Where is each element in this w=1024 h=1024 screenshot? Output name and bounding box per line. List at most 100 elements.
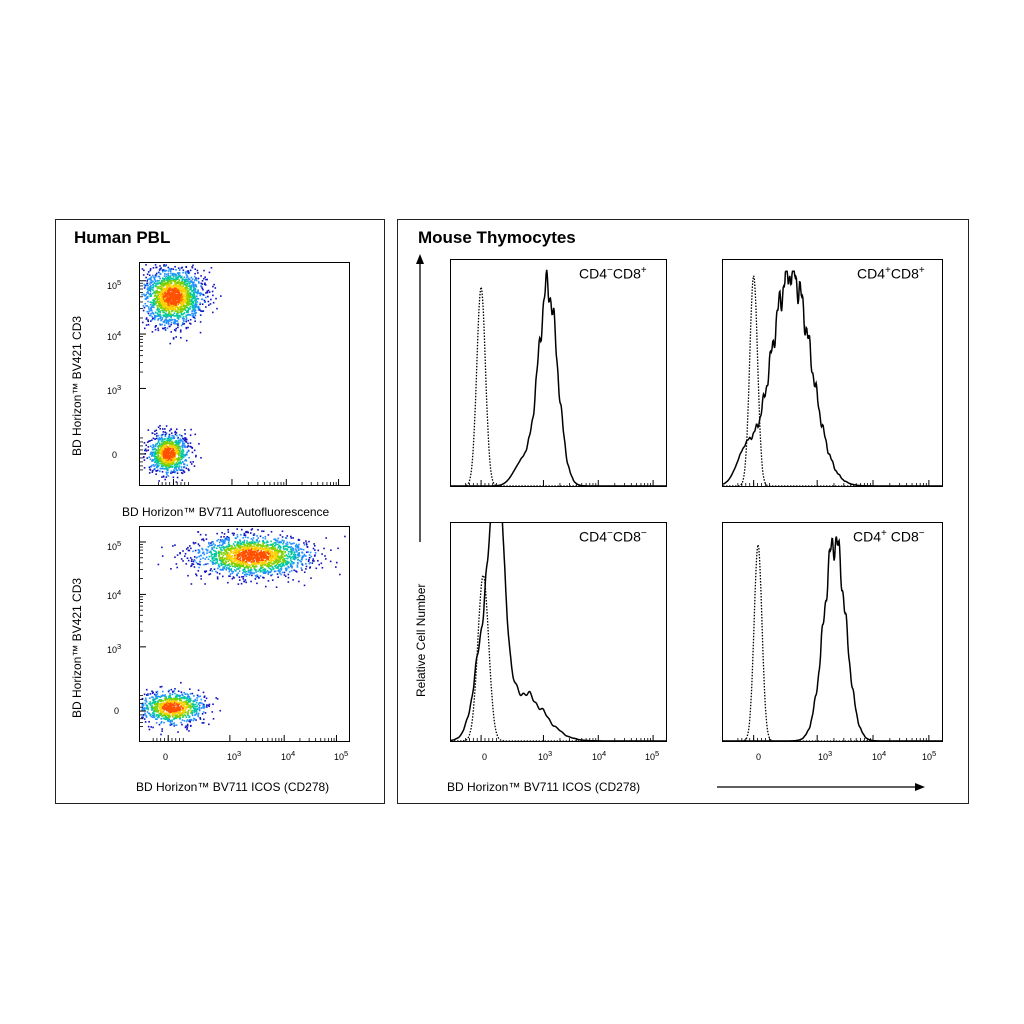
scatter-point: [221, 558, 223, 560]
scatter-point: [180, 452, 182, 455]
scatter-point: [167, 699, 170, 701]
scatter-point: [274, 561, 277, 563]
scatter-point: [181, 290, 183, 292]
scatter-point: [176, 311, 179, 314]
scatter-point: [169, 306, 172, 309]
scatter-point: [160, 292, 163, 295]
scatter-point: [224, 557, 226, 560]
scatter-point: [196, 694, 199, 697]
scatter-point: [169, 270, 172, 273]
scatter-point: [179, 311, 182, 313]
scatter-point: [273, 542, 276, 544]
scatter-point: [295, 570, 297, 572]
scatter-point: [216, 562, 218, 564]
scatter-point: [179, 695, 181, 698]
scatter-point: [227, 543, 230, 546]
scatter-point: [305, 540, 307, 542]
scatter-point: [189, 314, 192, 316]
scatter-point: [147, 312, 150, 315]
scatter-point: [245, 555, 247, 558]
scatter-point: [161, 695, 163, 697]
scatter-point: [141, 698, 144, 700]
scatter-point: [165, 285, 168, 287]
scatter-point: [198, 704, 201, 707]
scatter-point: [150, 307, 152, 310]
scatter-point: [149, 440, 151, 442]
scatter-point: [162, 448, 164, 450]
scatter-point: [184, 703, 186, 705]
scatter-point: [174, 321, 177, 323]
scatter-point: [152, 313, 155, 315]
scatter-point: [154, 455, 157, 458]
scatter-point: [249, 572, 252, 575]
scatter-point: [159, 314, 162, 317]
scatter-point: [179, 698, 182, 701]
scatter-point: [315, 567, 318, 570]
scatter-point: [161, 462, 163, 465]
scatter-point: [182, 296, 185, 298]
scatter-point: [166, 439, 168, 442]
scatter-point: [256, 560, 258, 563]
scatter-point: [167, 313, 170, 315]
scatter-point: [177, 701, 179, 704]
scatter-point: [182, 463, 185, 465]
scatter-point: [181, 298, 184, 301]
scatter-point: [149, 453, 152, 456]
scatter-point: [295, 544, 297, 547]
scatter-point: [189, 318, 192, 321]
scatter-point: [245, 548, 248, 551]
scatter-point: [158, 302, 161, 304]
scatter-point: [207, 295, 209, 298]
scatter-point: [250, 542, 252, 545]
scatter-point: [202, 722, 205, 724]
scatter-point: [148, 289, 150, 291]
scatter-point: [191, 293, 194, 296]
scatter-point: [163, 456, 165, 458]
scatter-point: [172, 290, 175, 292]
scatter-point: [160, 720, 163, 723]
scatter-point: [231, 563, 233, 565]
scatter-point: [228, 545, 231, 548]
scatter-point: [155, 311, 157, 314]
scatter-point: [251, 551, 253, 554]
scatter-point: [245, 573, 247, 575]
scatter-point: [159, 297, 162, 300]
scatter-point: [158, 712, 161, 715]
scatter-point: [259, 561, 261, 564]
scatter-point: [161, 449, 164, 451]
scatter-point: [201, 298, 203, 301]
scatter-point: [276, 559, 279, 561]
scatter-point: [172, 457, 175, 460]
scatter-point: [153, 453, 156, 456]
scatter-point: [312, 559, 314, 562]
scatter-point: [270, 561, 272, 563]
scatter-point: [149, 693, 152, 695]
scatter-point: [260, 547, 263, 550]
scatter-point: [274, 551, 276, 553]
scatter-point: [294, 548, 297, 550]
scatter-point: [172, 289, 175, 291]
scatter-point: [160, 703, 162, 705]
scatter-point: [281, 536, 284, 538]
scatter-point: [177, 317, 180, 320]
scatter-point: [186, 701, 188, 704]
scatter-point: [232, 562, 234, 564]
scatter-point: [192, 312, 194, 315]
scatter-point: [187, 714, 189, 716]
scatter-point: [207, 558, 210, 561]
scatter-point: [154, 293, 157, 295]
scatter-point: [260, 557, 263, 559]
scatter-point: [194, 288, 197, 291]
scatter-point: [160, 712, 163, 714]
scatter-point: [183, 442, 186, 445]
scatter-point: [275, 564, 278, 567]
scatter-point: [177, 300, 180, 303]
scatter-point: [242, 564, 245, 567]
scatter-point: [286, 560, 289, 563]
scatter-point: [149, 287, 152, 290]
scatter-point: [190, 288, 192, 291]
scatter-point: [177, 312, 179, 315]
scatter-point: [185, 302, 188, 305]
scatter-point: [168, 451, 171, 454]
scatter-point: [276, 561, 279, 564]
